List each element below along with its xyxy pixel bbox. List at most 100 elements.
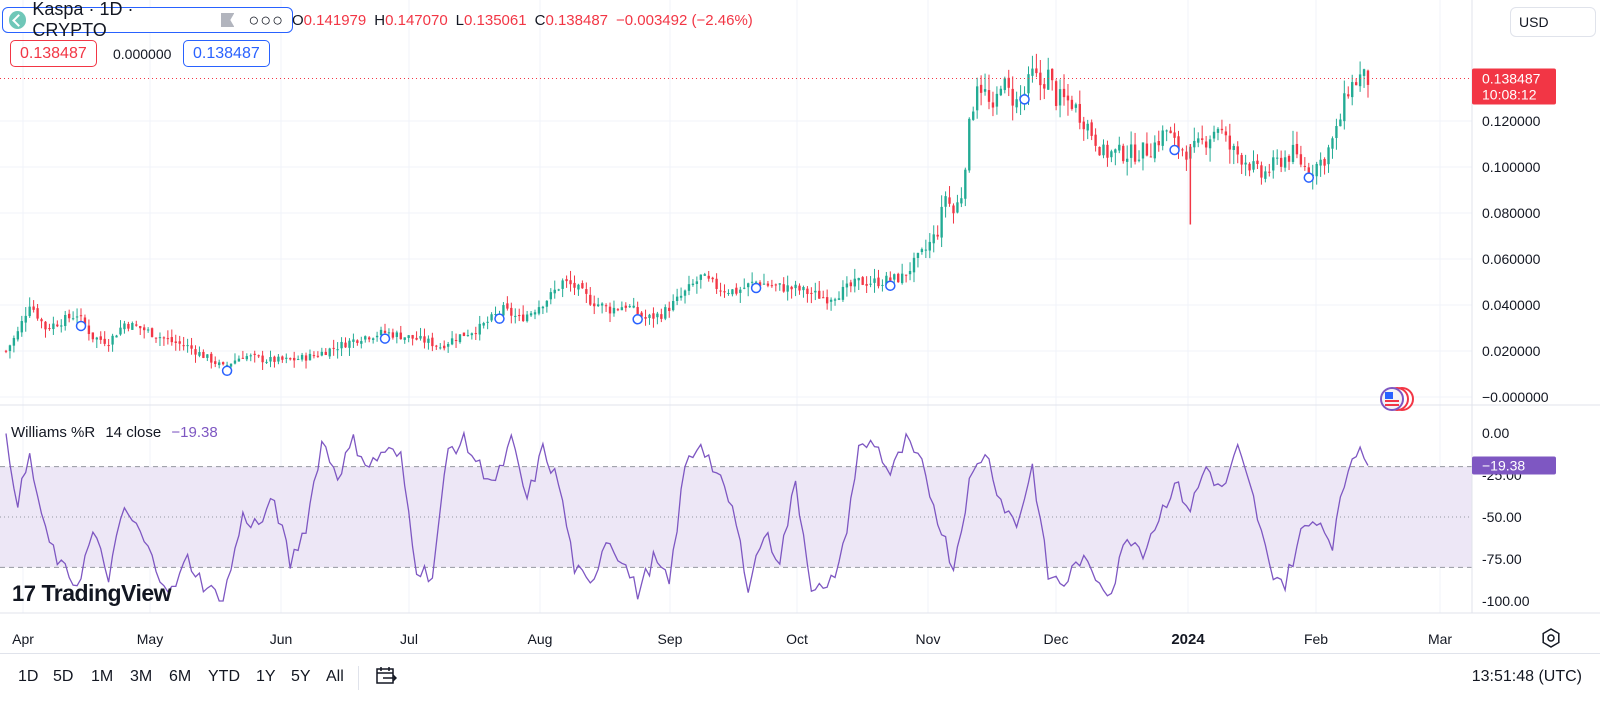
- williams-r-legend[interactable]: Williams %R 14 close −19.38: [11, 424, 218, 441]
- clock-utc[interactable]: 13:51:48 (UTC): [1471, 668, 1582, 685]
- event-marker[interactable]: [750, 282, 762, 294]
- candle: [529, 311, 533, 317]
- candle: [174, 334, 177, 351]
- candle: [1066, 84, 1070, 116]
- event-marker[interactable]: [632, 314, 643, 325]
- candle: [273, 355, 276, 368]
- candle: [1118, 136, 1121, 154]
- range-5d-button[interactable]: 5D: [53, 668, 74, 685]
- chart-canvas[interactable]: 0.120000 0.100000 0.080000 0.060000 0.040000…: [0, 0, 1600, 653]
- candle: [995, 86, 999, 115]
- candle: [518, 308, 521, 322]
- currency-select[interactable]: USD: [1510, 7, 1596, 37]
- candle: [194, 345, 197, 363]
- candle: [1165, 129, 1168, 142]
- range-1m-button[interactable]: 1M: [91, 668, 114, 685]
- toolbar-divider: [358, 666, 359, 690]
- candle: [1358, 61, 1362, 92]
- candle: [221, 361, 225, 366]
- candle: [1216, 127, 1220, 141]
- event-marker[interactable]: [1169, 144, 1180, 156]
- tradingview-logo[interactable]: 17 TradingView: [12, 580, 172, 607]
- candle: [1122, 143, 1125, 164]
- candle: [596, 297, 600, 308]
- range-6m-button[interactable]: 6M: [169, 668, 192, 685]
- event-marker[interactable]: [75, 320, 87, 332]
- event-marker[interactable]: [221, 365, 233, 377]
- candle: [668, 301, 671, 318]
- indicator-value: −19.38: [171, 424, 218, 441]
- flag-icon[interactable]: [220, 13, 235, 27]
- settings-icon[interactable]: [1541, 628, 1561, 648]
- candle: [1193, 127, 1196, 153]
- candle: [95, 336, 98, 349]
- candle: [107, 339, 110, 352]
- candle: [561, 278, 564, 298]
- candle: [1110, 149, 1113, 163]
- buy-price-button[interactable]: 0.138487: [183, 40, 270, 67]
- candle: [336, 342, 339, 359]
- candle: [316, 351, 320, 358]
- candle: [419, 327, 422, 341]
- candle: [277, 354, 280, 365]
- open-value: 0.141979: [303, 12, 367, 29]
- candle: [932, 225, 935, 253]
- time-tick-label: Nov: [915, 631, 941, 647]
- candle: [652, 307, 655, 328]
- candle: [4, 349, 8, 354]
- candle: [87, 319, 91, 341]
- candle: [533, 309, 537, 320]
- ohlc-values: O 0.141979 H 0.147070 L 0.135061 C 0.138…: [292, 12, 761, 29]
- event-marker[interactable]: [379, 333, 391, 344]
- candle: [332, 339, 335, 356]
- candle: [60, 319, 63, 333]
- candle: [127, 321, 130, 332]
- candle: [786, 275, 789, 301]
- candle: [877, 269, 880, 289]
- candle: [296, 355, 300, 361]
- candle: [1074, 102, 1078, 113]
- candle: [1272, 150, 1275, 179]
- candle: [1291, 130, 1295, 165]
- range-1y-button[interactable]: 1Y: [256, 668, 276, 685]
- candle: [1098, 146, 1101, 156]
- candle: [1264, 166, 1267, 183]
- candle: [672, 294, 675, 312]
- candle: [478, 315, 481, 341]
- time-tick-label: Jun: [269, 631, 293, 647]
- range-3m-button[interactable]: 3M: [130, 668, 153, 685]
- candle: [391, 328, 395, 340]
- candle: [1248, 162, 1251, 177]
- candle: [186, 338, 189, 353]
- range-all-button[interactable]: All: [326, 668, 344, 685]
- tradingview-logo-text: TradingView: [41, 580, 172, 606]
- event-marker[interactable]: [885, 280, 896, 291]
- candle: [660, 308, 663, 323]
- candle: [308, 349, 312, 361]
- candle: [525, 310, 529, 323]
- event-marker[interactable]: [1303, 172, 1315, 183]
- symbol-legend[interactable]: Kaspa · 1D · CRYPTO ○○○: [2, 0, 293, 40]
- low-value: 0.135061: [464, 12, 527, 29]
- wr-value-label: −19.38: [1482, 458, 1525, 474]
- candle: [683, 289, 687, 304]
- candle: [695, 276, 699, 294]
- range-ytd-button[interactable]: YTD: [208, 668, 240, 685]
- calendar-range-icon[interactable]: [375, 666, 397, 686]
- range-5y-button[interactable]: 5Y: [291, 668, 311, 685]
- candle: [1039, 59, 1042, 101]
- candle: [20, 315, 23, 337]
- candle: [1102, 139, 1105, 159]
- candle: [257, 354, 260, 359]
- range-1d-button[interactable]: 1D: [18, 668, 39, 685]
- candle: [131, 321, 134, 330]
- candle: [44, 321, 47, 338]
- candle: [739, 286, 742, 303]
- sell-price-button[interactable]: 0.138487: [10, 40, 97, 67]
- events-flags-icon[interactable]: [1380, 386, 1414, 412]
- more-icon[interactable]: ○○○: [248, 9, 284, 30]
- event-marker[interactable]: [494, 313, 505, 324]
- candle: [233, 353, 237, 365]
- event-marker[interactable]: [1019, 94, 1030, 105]
- candle: [514, 308, 517, 324]
